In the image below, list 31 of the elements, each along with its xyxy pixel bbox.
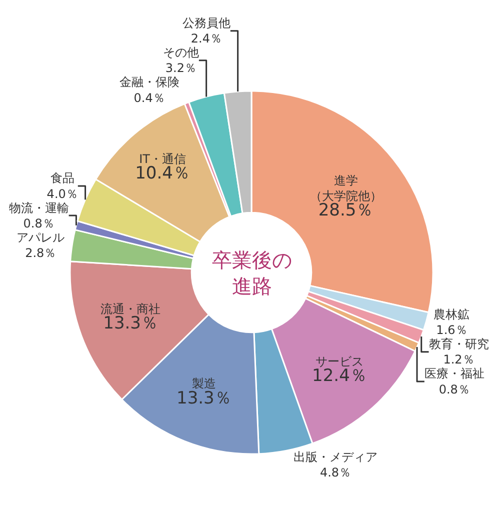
data-label: 13.3％ bbox=[103, 313, 158, 334]
slice-label: 公務員他 bbox=[182, 16, 230, 30]
slice-label: アパレル bbox=[16, 230, 65, 244]
data-label: 2.8％ bbox=[25, 246, 56, 260]
data-label: 0.4％ bbox=[134, 90, 165, 105]
slice-label: 物流・運輸 bbox=[8, 200, 69, 215]
slice-label: 食品 bbox=[50, 171, 74, 186]
data-label: 2.4％ bbox=[190, 32, 222, 46]
data-label: 13.3％ bbox=[176, 388, 232, 408]
data-label: 10.4％ bbox=[135, 164, 190, 184]
slice-label: 金融・保険 bbox=[119, 75, 180, 90]
slice-label: 流通・商社 bbox=[100, 302, 161, 316]
data-label: 1.2％ bbox=[443, 352, 474, 367]
data-label: 3.2％ bbox=[165, 61, 196, 76]
data-label: 4.0％ bbox=[46, 186, 78, 201]
slice-label: サービス bbox=[315, 354, 364, 368]
text: 卒業後の進路 bbox=[212, 248, 292, 298]
slice-label: 農林鉱 bbox=[434, 308, 470, 322]
data-label: 1.6％ bbox=[436, 323, 468, 338]
data-label: 0.8％ bbox=[438, 382, 470, 396]
slice-label: 出版・メディア bbox=[294, 450, 378, 464]
slice-label: その他 bbox=[162, 46, 199, 60]
slice-label: 進学（大学院他） bbox=[310, 174, 382, 204]
data-label: 12.4％ bbox=[312, 366, 367, 386]
slice-label: 製造 bbox=[192, 376, 216, 391]
slice-label: IT・通信 bbox=[139, 152, 186, 166]
data-label: 0.8％ bbox=[23, 216, 54, 230]
data-label: 28.5％ bbox=[318, 200, 374, 221]
data-label: 4.8％ bbox=[320, 466, 352, 480]
slice-label: 教育・研究 bbox=[428, 337, 489, 352]
slice-label: 医療・福祉 bbox=[424, 366, 484, 381]
